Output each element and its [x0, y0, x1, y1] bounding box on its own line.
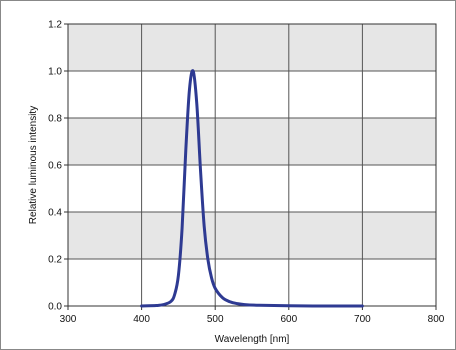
x-axis-ticks: 300 400 500 600 700 800: [60, 306, 445, 325]
x-tick-label: 600: [280, 314, 297, 325]
y-axis-ticks: 0.0 0.2 0.4 0.6 0.8 1.0 1.2: [48, 20, 68, 313]
x-tick-label: 500: [207, 314, 224, 325]
x-tick-label: 800: [428, 314, 445, 325]
y-tick-label: 0.0: [48, 302, 62, 313]
background-bands: [68, 24, 436, 259]
x-tick-label: 700: [354, 314, 371, 325]
x-axis-label: Wavelength [nm]: [215, 334, 290, 345]
y-axis-label: Relative luminous intensity: [28, 106, 39, 224]
y-tick-label: 0.2: [48, 255, 62, 266]
y-tick-label: 1.2: [48, 20, 62, 31]
y-tick-label: 0.4: [48, 208, 62, 219]
y-tick-label: 0.8: [48, 114, 62, 125]
grid-band: [68, 24, 436, 71]
x-tick-label: 400: [133, 314, 150, 325]
x-tick-label: 300: [60, 314, 77, 325]
series-group: [140, 69, 364, 308]
grid-band: [68, 212, 436, 259]
y-tick-label: 1.0: [48, 67, 62, 78]
y-tick-label: 0.6: [48, 161, 62, 172]
grid-band: [68, 118, 436, 165]
series-line: [140, 69, 364, 308]
